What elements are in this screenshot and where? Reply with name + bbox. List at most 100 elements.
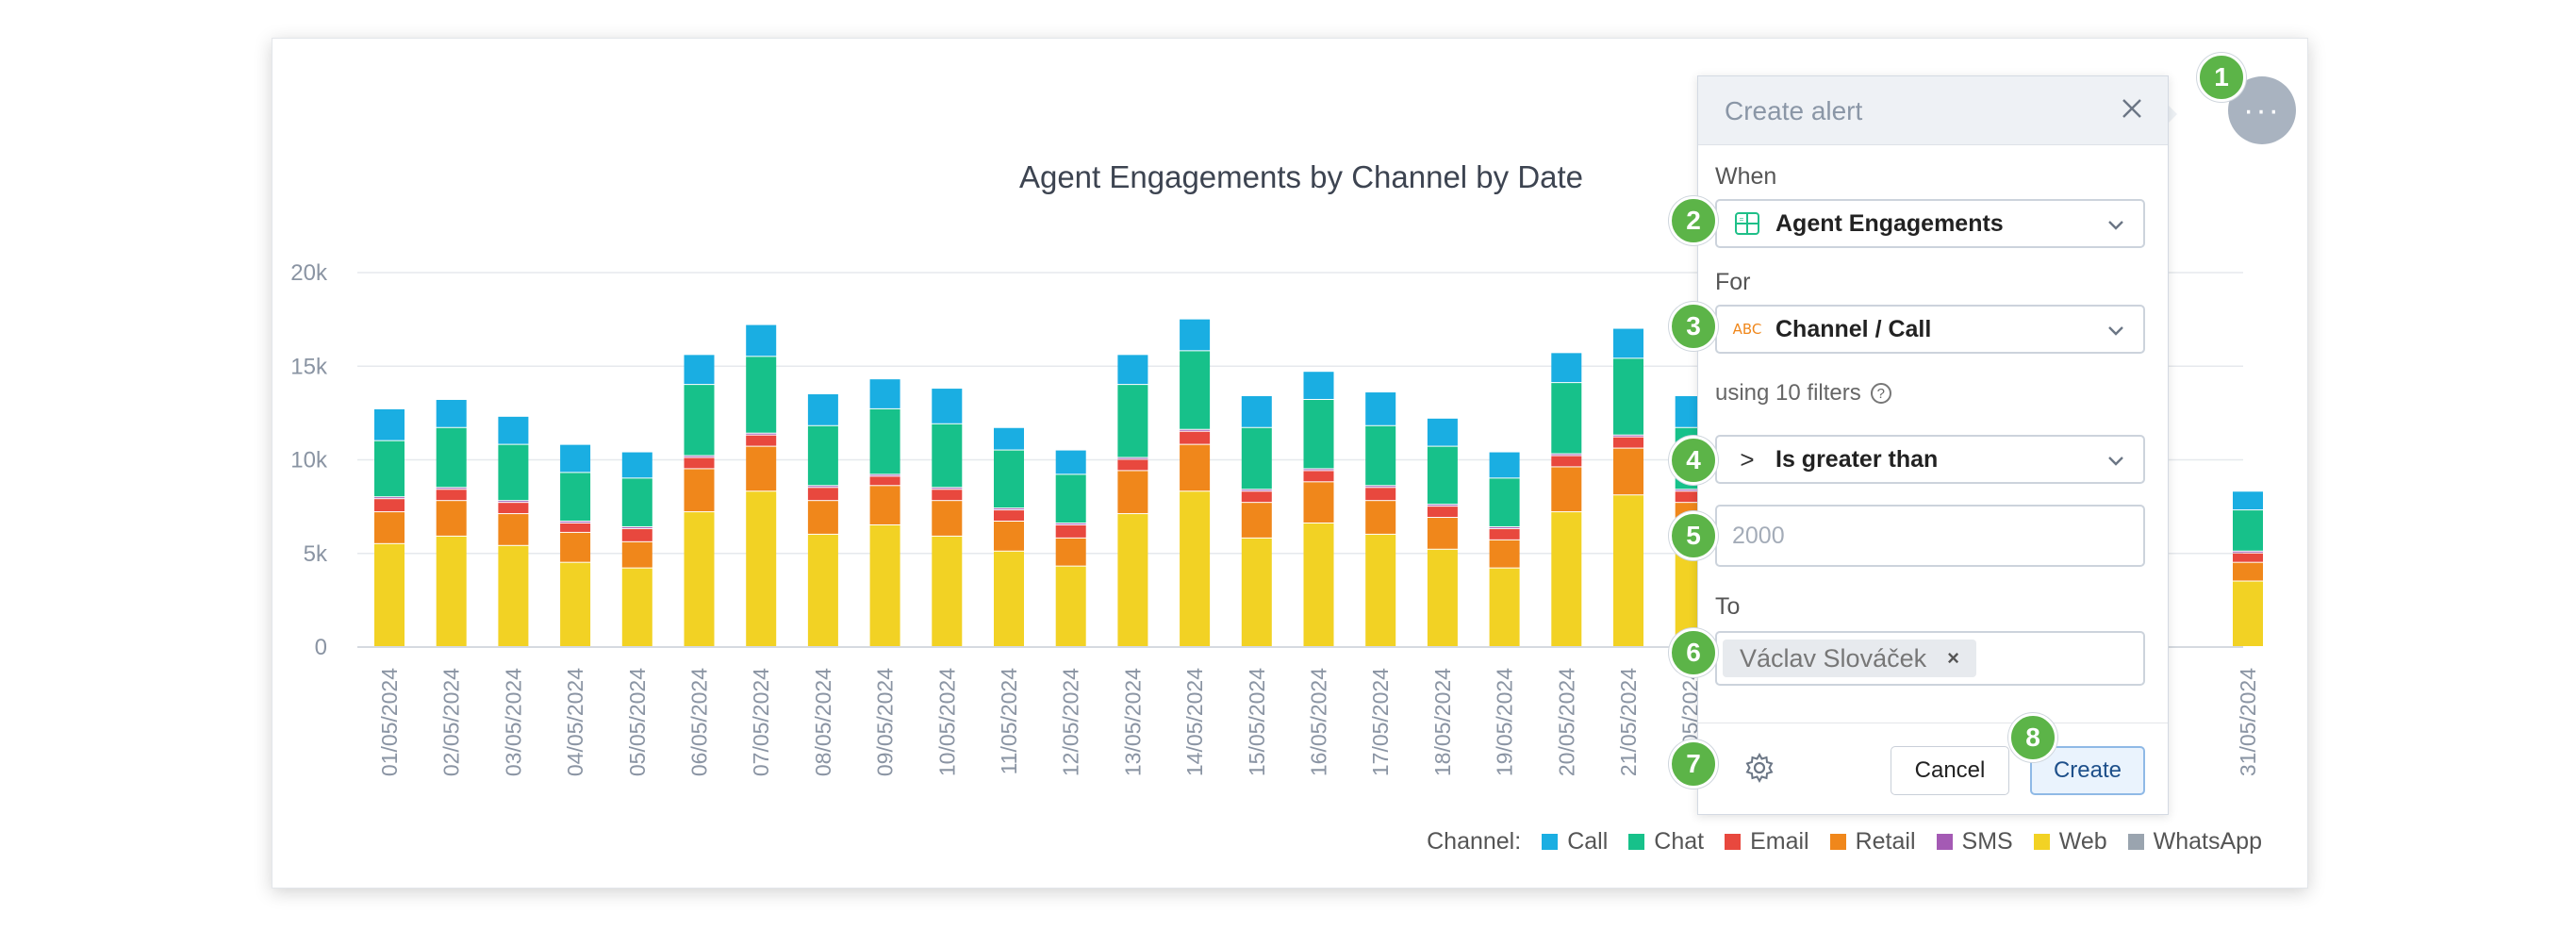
close-icon[interactable] [2121, 97, 2143, 125]
legend-item-web[interactable]: Web [2033, 828, 2107, 856]
panel-header: Create alert [1698, 76, 2168, 145]
ellipsis-icon: ··· [2243, 91, 2281, 128]
bar-segment-call [1303, 372, 1334, 399]
bar-segment-sms [1303, 469, 1334, 471]
bar-segment-chat [498, 444, 529, 501]
legend-text: Retail [1855, 828, 1916, 855]
bar-segment-email [498, 503, 529, 514]
y-tick-label: 0 [315, 635, 327, 660]
bar-segment-chat [869, 408, 900, 474]
x-tick-label: 12/05/2024 [1059, 668, 1083, 776]
bar-segment-retail [684, 469, 715, 512]
bar-segment-call [1241, 396, 1272, 427]
bar-segment-retail [1303, 482, 1334, 523]
bar-segment-retail [932, 501, 963, 536]
filters-text: using 10 filters [1715, 380, 1861, 406]
create-alert-panel: Create alert When = Agent Engagements Fo… [1697, 75, 2169, 815]
bar-segment-call [374, 408, 405, 440]
bar-segment-call [932, 389, 963, 424]
bar-segment-retail [746, 446, 777, 491]
bar-segment-chat [994, 450, 1024, 508]
panel-footer: Cancel Create [1698, 723, 2168, 814]
bar-segment-retail [1180, 444, 1211, 491]
legend-item-chat[interactable]: Chat [1628, 828, 1704, 856]
bar-segment-call [1117, 355, 1148, 385]
metric-table-icon: = [1732, 210, 1762, 237]
bar-segment-retail [1427, 518, 1458, 549]
bar-segment-retail [1055, 538, 1086, 566]
legend: Channel: Call Chat Email Retail SMS Web … [1427, 828, 2262, 856]
step-badge-1: 1 [2197, 53, 2246, 102]
bar-segment-call [1365, 392, 1396, 425]
step-badge-4: 4 [1669, 436, 1718, 485]
bar-segment-retail [560, 532, 591, 562]
bar-segment-retail [1613, 448, 1643, 495]
x-tick-label: 02/05/2024 [439, 668, 464, 776]
legend-swatch [1936, 834, 1953, 850]
bar-segment-sms [1427, 505, 1458, 507]
x-tick-label: 19/05/2024 [1493, 668, 1517, 776]
bar-segment-web [1303, 523, 1334, 646]
y-tick-label: 20k [290, 260, 328, 286]
legend-text: Chat [1654, 828, 1705, 855]
x-tick-label: 03/05/2024 [501, 668, 525, 776]
threshold-input[interactable]: 2000 [1715, 505, 2145, 567]
help-icon[interactable]: ? [1870, 383, 1891, 404]
legend-swatch [2033, 834, 2050, 850]
legend-item-call[interactable]: Call [1542, 828, 1608, 856]
cancel-button[interactable]: Cancel [1891, 746, 2009, 795]
bar-segment-chat [436, 427, 467, 488]
bar-segment-web [621, 568, 652, 646]
bar-segment-web [1180, 491, 1211, 646]
bar-segment-email [374, 499, 405, 512]
bar-segment-sms [1117, 457, 1148, 459]
bar-segment-sms [560, 522, 591, 523]
bar-segment-retail [498, 514, 529, 545]
bar-segment-email [1180, 431, 1211, 444]
x-tick-label: 15/05/2024 [1245, 668, 1269, 776]
metric-value: Agent Engagements [1775, 209, 2004, 237]
x-tick-label: 21/05/2024 [1616, 668, 1641, 776]
legend-item-whatsapp[interactable]: WhatsApp [2127, 828, 2262, 856]
legend-text: Web [2058, 828, 2107, 855]
bar-segment-call [1613, 328, 1643, 358]
x-tick-label: 14/05/2024 [1182, 668, 1207, 776]
gear-icon[interactable] [1743, 752, 1775, 789]
bar-segment-chat [1117, 385, 1148, 457]
legend-item-retail[interactable]: Retail [1829, 828, 1916, 856]
bar-segment-sms [807, 486, 838, 488]
bar-segment-chat [374, 440, 405, 497]
bar-segment-sms [746, 433, 777, 435]
bar-segment-chat [621, 478, 652, 526]
remove-recipient-icon[interactable]: × [1947, 646, 1959, 670]
recipient-name: Václav Slováček [1740, 643, 1927, 673]
bar-segment-email [1303, 471, 1334, 482]
bar-segment-email [994, 510, 1024, 522]
bar-segment-call [869, 379, 900, 408]
step-badge-3: 3 [1669, 302, 1718, 351]
bar-segment-web [1489, 568, 1520, 646]
metric-select[interactable]: = Agent Engagements [1715, 199, 2145, 248]
more-options-button[interactable]: ··· [2228, 76, 2296, 144]
x-tick-label: 04/05/2024 [563, 668, 587, 776]
x-tick-label: 20/05/2024 [1554, 668, 1578, 776]
bar-segment-email [1489, 528, 1520, 540]
y-tick-label: 5k [304, 541, 328, 567]
bar-segment-chat [1180, 351, 1211, 429]
x-tick-label: 16/05/2024 [1307, 668, 1331, 776]
recipients-input[interactable]: Václav Slováček × [1715, 631, 2145, 686]
attribute-select[interactable]: ABC Channel / Call [1715, 305, 2145, 354]
legend-item-sms[interactable]: SMS [1936, 828, 2013, 856]
bar-segment-sms [374, 497, 405, 499]
bar-segment-web [498, 545, 529, 646]
bar-segment-sms [436, 488, 467, 490]
bar-segment-retail [807, 501, 838, 534]
legend-item-email[interactable]: Email [1725, 828, 1809, 856]
threshold-placeholder: 2000 [1732, 522, 1785, 549]
bar-segment-email [1117, 459, 1148, 471]
operator-select[interactable]: > Is greater than [1715, 435, 2145, 484]
bar-segment-sms [1365, 486, 1396, 488]
bar-segment-email [436, 490, 467, 501]
bar-segment-web [1117, 514, 1148, 646]
bar-segment-call [498, 416, 529, 444]
